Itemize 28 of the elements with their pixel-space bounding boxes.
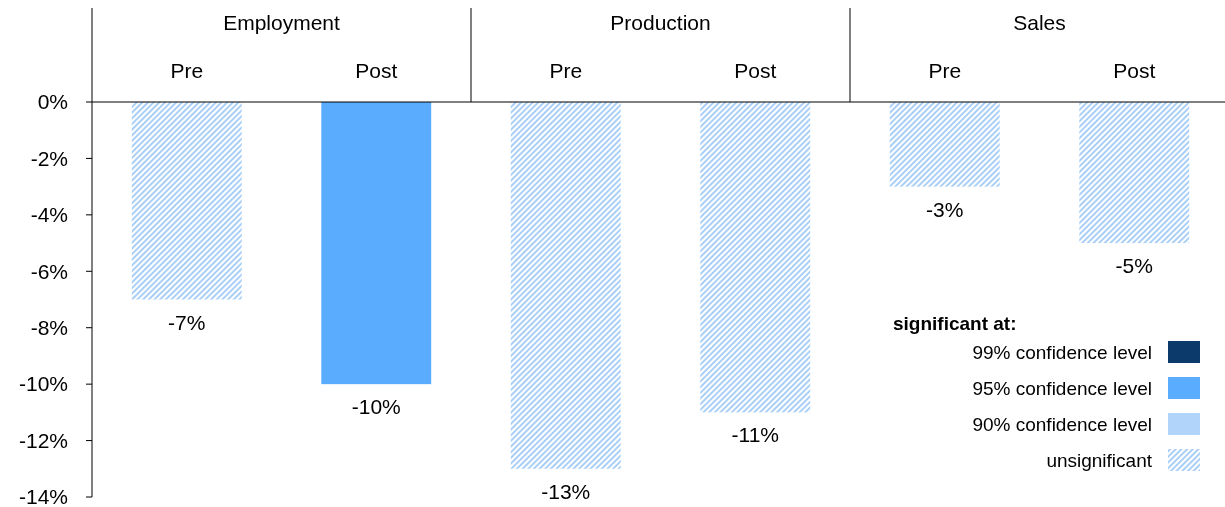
- legend-label: 99% confidence level: [972, 341, 1152, 363]
- y-tick-label: -6%: [30, 259, 68, 283]
- x-tick-label: Post: [355, 59, 398, 82]
- x-tick-label: Pre: [170, 59, 204, 82]
- y-tick-label: -2%: [30, 146, 68, 170]
- text: -3%: [926, 197, 964, 221]
- x-tick-label: Pre: [928, 59, 962, 82]
- y-tick-label: -8%: [30, 316, 68, 340]
- x-tick-label: Post: [1113, 59, 1156, 82]
- legend-label: 90% confidence level: [972, 413, 1152, 435]
- y-tick-label: -12%: [18, 428, 68, 452]
- text: Sales: [1013, 11, 1066, 34]
- text: Production: [610, 11, 711, 34]
- text: -5%: [1115, 254, 1153, 278]
- text: -7%: [168, 310, 206, 334]
- text: -13%: [541, 479, 591, 503]
- y-tick-label: -14%: [18, 485, 68, 507]
- legend-title: significant at:: [893, 313, 1017, 334]
- text: -11%: [731, 423, 779, 447]
- y-tick-label: 0%: [37, 90, 68, 114]
- legend-label: unsignificant: [1046, 449, 1153, 471]
- y-tick-label: -4%: [30, 203, 68, 227]
- legend-label: 95% confidence level: [972, 377, 1152, 399]
- x-tick-label: Pre: [549, 59, 583, 82]
- x-tick-label: Post: [734, 59, 777, 82]
- text: -10%: [351, 395, 401, 419]
- text: Employment: [223, 11, 341, 34]
- y-tick-label: -10%: [18, 372, 68, 396]
